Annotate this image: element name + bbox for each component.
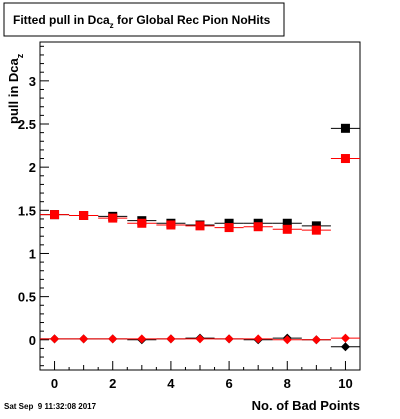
data-point — [50, 334, 60, 344]
x-tick-label: 0 — [51, 376, 58, 391]
data-point — [224, 223, 234, 233]
title-frame — [3, 2, 285, 37]
data-point — [340, 154, 350, 164]
x-tick-label: 10 — [338, 376, 352, 391]
data-point — [282, 224, 292, 234]
data-point — [195, 334, 205, 344]
data-point — [108, 213, 118, 223]
series-3 — [40, 333, 360, 345]
data-point — [137, 334, 147, 344]
data-point — [282, 218, 292, 228]
x-tick-label: 6 — [225, 376, 232, 391]
data-point — [253, 222, 263, 232]
data-point — [166, 220, 176, 230]
y-axis-label-subscript: z — [15, 53, 25, 58]
data-point — [166, 334, 176, 344]
axes: 0 2 4 6 8 10 0 0.5 1 1.5 2 2.5 3 — [18, 45, 361, 391]
y-tick-label: 0.5 — [18, 290, 36, 305]
data-point — [195, 221, 205, 231]
timestamp: Sat Sep 9 11:32:08 2017 — [4, 402, 97, 411]
y-tick-label: 0 — [29, 333, 36, 348]
title-box: Fitted pull in Dcaz for Global Rec Pion … — [3, 2, 285, 37]
data-point — [50, 210, 60, 220]
chart-title-main: Fitted pull in Dca — [13, 13, 110, 27]
chart-title-subscript: z — [110, 21, 114, 30]
data-point — [253, 334, 263, 344]
data-point — [340, 333, 350, 343]
x-tick-label: 4 — [167, 376, 175, 391]
x-tick-label: 2 — [109, 376, 116, 391]
y-tick-label: 2.5 — [18, 117, 36, 132]
data-point — [79, 334, 89, 344]
data-point — [311, 225, 321, 235]
data-point — [311, 335, 321, 345]
y-axis-label-main: pull in Dca — [6, 58, 21, 125]
y-tick-label: 1 — [29, 246, 36, 261]
data-point — [340, 123, 350, 133]
data-point — [79, 210, 89, 220]
x-tick-label: 8 — [284, 376, 291, 391]
data-point — [224, 334, 234, 344]
data-layer — [40, 123, 360, 352]
y-tick-label: 3 — [29, 74, 36, 89]
chart-title: Fitted pull in Dcaz for Global Rec Pion … — [13, 13, 271, 30]
y-tick-label: 2 — [29, 160, 36, 175]
series-1 — [40, 154, 360, 235]
data-point — [137, 218, 147, 228]
data-point — [340, 342, 350, 352]
y-axis-label: pull in Dcaz — [6, 53, 25, 124]
chart-title-suffix: for Global Rec Pion NoHits — [114, 13, 271, 27]
data-point — [282, 335, 292, 345]
y-tick-label: 1.5 — [18, 203, 36, 218]
x-axis-label: No. of Bad Points — [252, 398, 360, 413]
data-point — [108, 334, 118, 344]
